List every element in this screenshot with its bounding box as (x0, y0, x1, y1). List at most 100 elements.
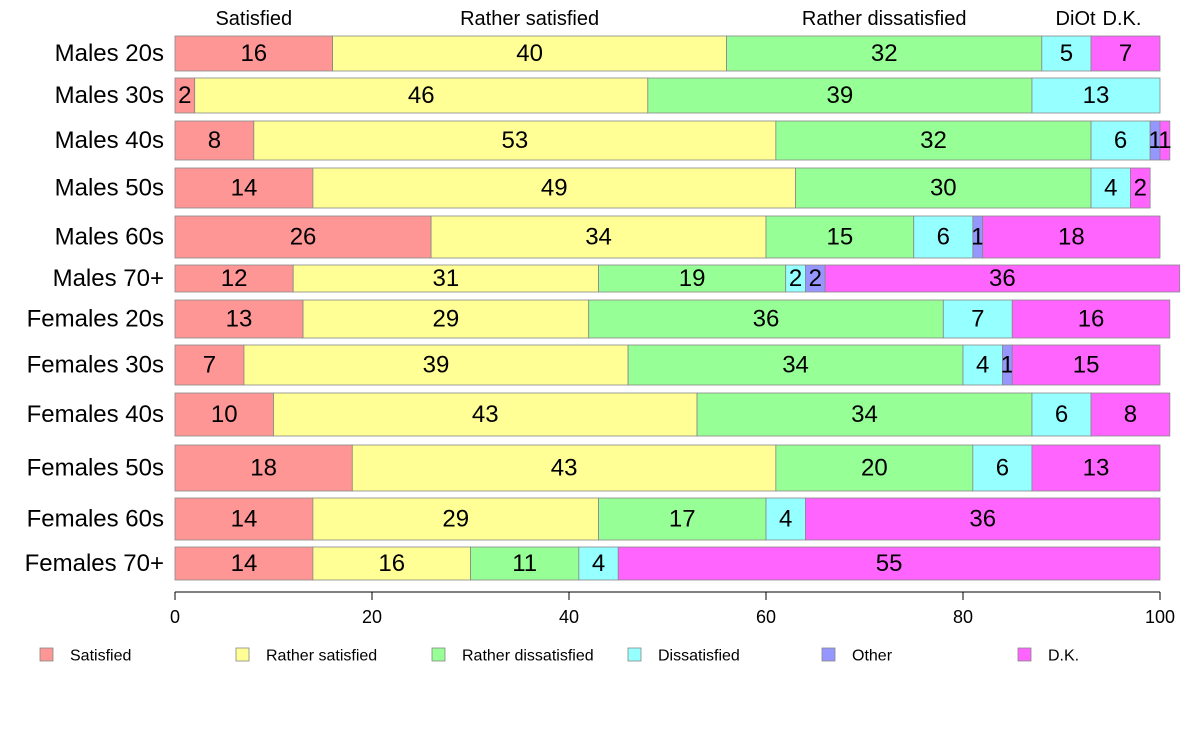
legend-swatch (821, 647, 836, 662)
category-label: Males 40s (55, 127, 164, 154)
bar-segment (1090, 167, 1131, 209)
data-label: 34 (851, 401, 878, 428)
data-label: 14 (231, 550, 258, 577)
x-tick-label: 60 (756, 607, 776, 627)
data-label: 32 (871, 40, 898, 67)
bar-segment (332, 35, 728, 72)
legend-label: Dissatisfied (658, 648, 740, 665)
data-label: 4 (779, 506, 792, 533)
data-label: 13 (226, 306, 253, 333)
data-label: 49 (541, 175, 568, 202)
category-labels: Males 20s Males 30s Males 40s Males 50s Male… (25, 40, 164, 577)
bar-segment (765, 497, 806, 541)
bar-segment (765, 215, 915, 259)
data-label: 53 (501, 127, 528, 154)
data-label: 29 (433, 306, 460, 333)
bar-segment (1011, 344, 1161, 386)
data-label: 7 (1119, 40, 1132, 67)
data-label: 20 (861, 455, 888, 482)
data-label: 17 (669, 506, 696, 533)
bar-segment (647, 77, 1033, 114)
data-label: 7 (971, 306, 984, 333)
bar-segment (243, 344, 629, 386)
category-label: Females 40s (27, 401, 164, 428)
data-label: 1 (1001, 352, 1014, 379)
column-label: D.K. (1103, 8, 1142, 30)
data-label: 5 (1060, 40, 1073, 67)
bar-segment (578, 546, 619, 581)
data-label: 2 (789, 265, 802, 292)
data-label: 2 (1134, 175, 1147, 202)
data-label: 1 (971, 224, 984, 251)
bar-segment (726, 35, 1043, 72)
data-label: 11 (512, 550, 537, 577)
data-label: 14 (231, 175, 258, 202)
legend: Satisfied Rather satisfied Rather dissatis… (39, 647, 1079, 665)
data-label: 46 (408, 82, 435, 109)
legend-label: Rather dissatisfied (462, 648, 594, 665)
bar-segment (174, 546, 314, 581)
data-label: 18 (250, 455, 277, 482)
data-label: 4 (976, 352, 989, 379)
data-label: 26 (290, 224, 317, 251)
bar-segment (292, 264, 599, 293)
x-tick-label: 40 (559, 607, 579, 627)
bar-segment (194, 77, 649, 114)
legend-label: D.K. (1048, 648, 1079, 665)
data-label: 40 (516, 40, 543, 67)
category-label: Males 60s (55, 224, 164, 251)
bar-segment (174, 444, 353, 492)
data-label: 30 (930, 175, 957, 202)
bar-segment (174, 299, 304, 339)
bar-segment (470, 546, 580, 581)
legend-item: Rather satisfied (235, 647, 377, 665)
data-label: 34 (782, 352, 809, 379)
data-label: 43 (472, 401, 499, 428)
bar-segment (1090, 120, 1151, 161)
legend-label: Other (852, 648, 893, 665)
bar-segment (302, 299, 590, 339)
data-label: 32 (920, 127, 947, 154)
data-label: 1 (1158, 127, 1171, 154)
column-label: Di (1056, 8, 1075, 30)
bar-segment (312, 167, 796, 209)
bar-segment (962, 344, 1003, 386)
data-label: 36 (989, 265, 1016, 292)
data-label: 13 (1083, 455, 1110, 482)
bar-segment (824, 264, 1181, 293)
bar-segment (1031, 392, 1092, 437)
data-label: 13 (1083, 82, 1110, 109)
data-label: 15 (1073, 352, 1100, 379)
bar-segment (1090, 35, 1161, 72)
bar-segment (174, 344, 245, 386)
bar-segment (174, 497, 314, 541)
data-label: 6 (1055, 401, 1068, 428)
bar-segment (1031, 77, 1161, 114)
column-labels: Satisfied Rather satisfied Rather dissatis… (215, 8, 1141, 30)
bar-segment (795, 167, 1092, 209)
data-label: 7 (203, 352, 216, 379)
legend-swatch (235, 647, 250, 662)
bar-segment (174, 167, 314, 209)
bar-segment (1130, 167, 1151, 209)
bar-segment (273, 392, 698, 437)
bar-segment (775, 444, 974, 492)
category-label: Females 60s (27, 506, 164, 533)
bar-segment (942, 299, 1013, 339)
data-label: 16 (1078, 306, 1105, 333)
bar-segment (982, 215, 1161, 259)
column-label: Ot (1074, 8, 1096, 30)
bar-segment (174, 215, 432, 259)
category-label: Males 30s (55, 82, 164, 109)
bar-segment (617, 546, 1161, 581)
legend-item: Satisfied (39, 648, 131, 665)
bar-segment (805, 497, 1161, 541)
data-label: 12 (221, 265, 248, 292)
legend-label: Rather satisfied (266, 648, 377, 665)
data-label: 29 (442, 506, 469, 533)
bar-segment (1159, 120, 1171, 161)
data-label: 2 (809, 265, 822, 292)
bar-segment (430, 215, 767, 259)
